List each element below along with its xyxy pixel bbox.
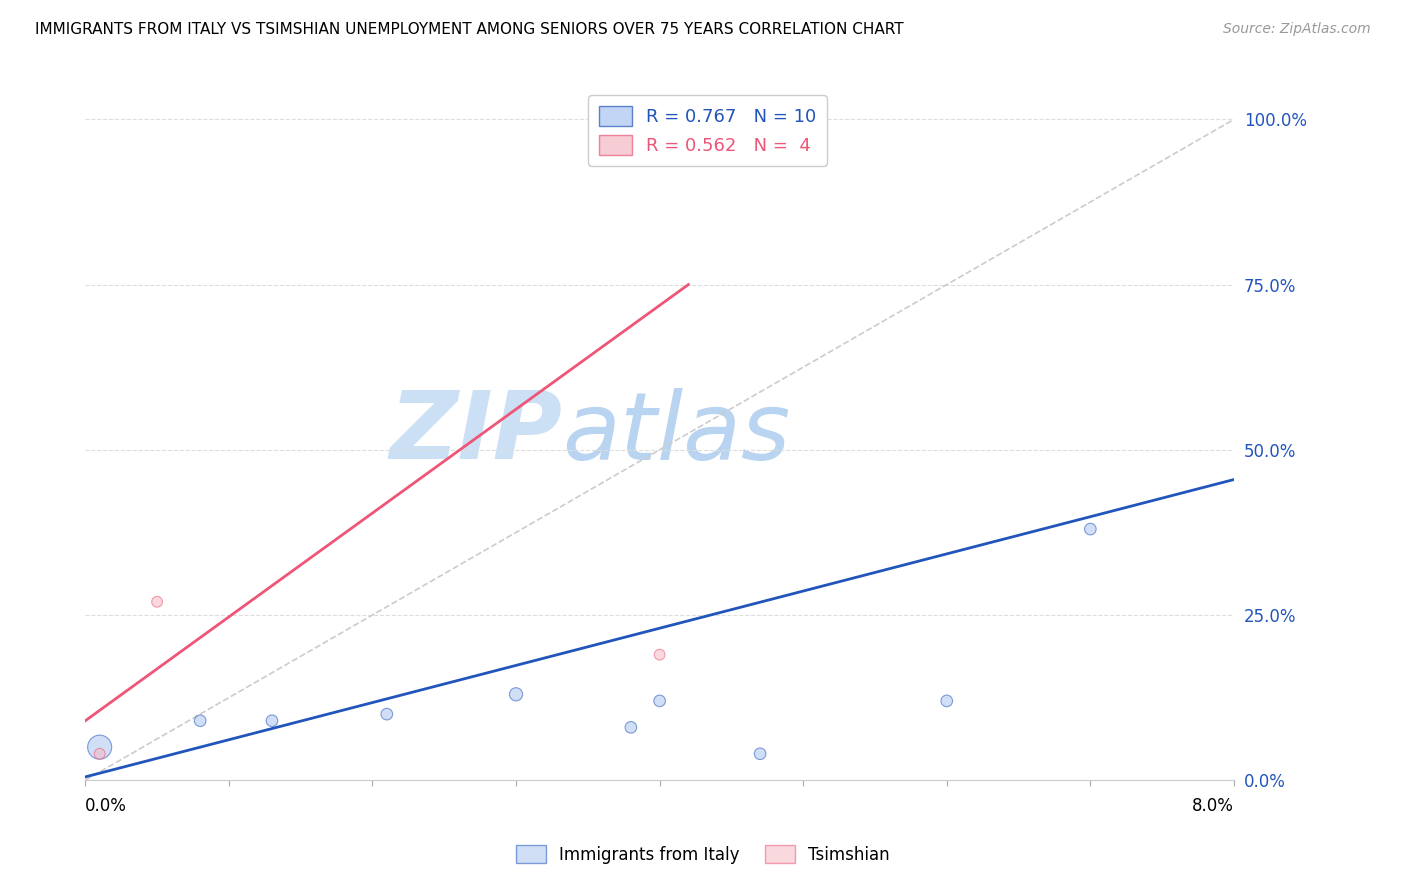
- Point: [260, 714, 283, 728]
- Point: [935, 694, 957, 708]
- Text: IMMIGRANTS FROM ITALY VS TSIMSHIAN UNEMPLOYMENT AMONG SENIORS OVER 75 YEARS CORR: IMMIGRANTS FROM ITALY VS TSIMSHIAN UNEMP…: [35, 22, 904, 37]
- Point: [620, 720, 643, 734]
- Point: [188, 714, 211, 728]
- Text: 8.0%: 8.0%: [1192, 797, 1234, 814]
- Text: Source: ZipAtlas.com: Source: ZipAtlas.com: [1223, 22, 1371, 37]
- Point: [749, 747, 772, 761]
- Point: [375, 707, 398, 722]
- Point: [1078, 522, 1101, 536]
- Legend: R = 0.767   N = 10, R = 0.562   N =  4: R = 0.767 N = 10, R = 0.562 N = 4: [588, 95, 827, 166]
- Point: [648, 694, 671, 708]
- Point: [505, 687, 527, 701]
- Text: ZIP: ZIP: [389, 387, 562, 479]
- Point: [89, 747, 111, 761]
- Text: 0.0%: 0.0%: [86, 797, 127, 814]
- Text: atlas: atlas: [562, 388, 790, 479]
- Point: [648, 648, 671, 662]
- Legend: Immigrants from Italy, Tsimshian: Immigrants from Italy, Tsimshian: [509, 838, 897, 871]
- Point: [146, 595, 169, 609]
- Point: [89, 740, 111, 755]
- Point: [620, 145, 643, 160]
